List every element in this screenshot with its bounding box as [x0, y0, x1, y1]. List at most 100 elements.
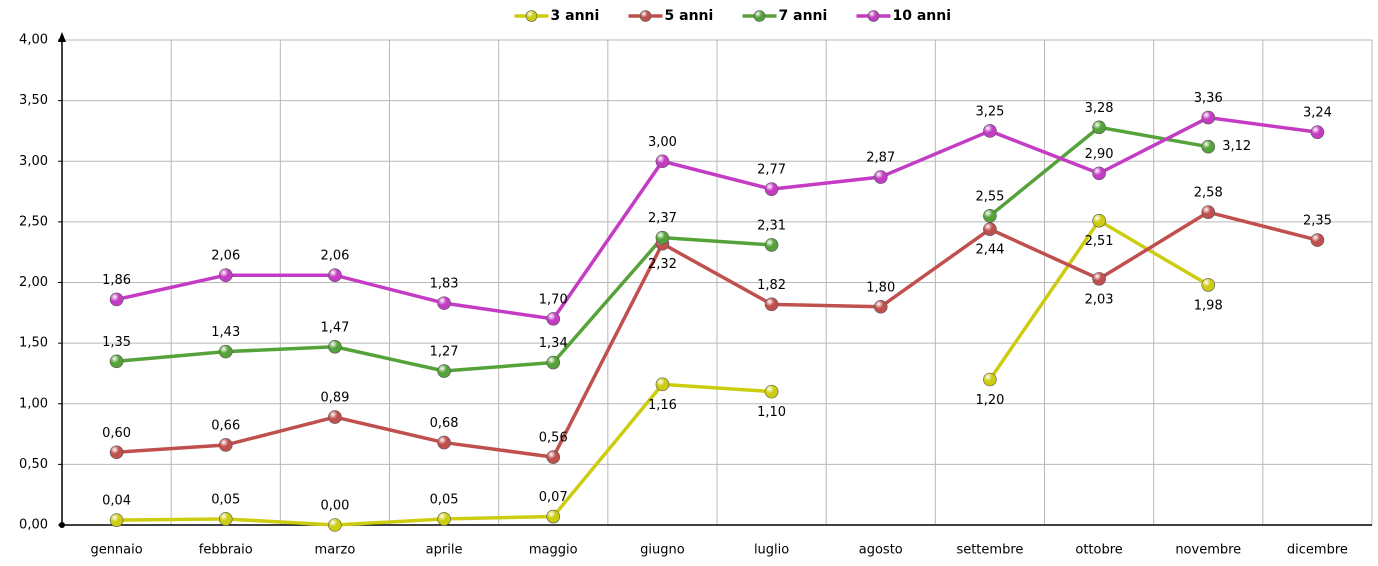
data-point: [546, 355, 561, 370]
data-point: [1092, 120, 1106, 135]
data-point: [764, 297, 779, 312]
data-label: 1,80: [866, 280, 895, 295]
x-tick-label: aprile: [426, 543, 463, 558]
y-tick-label: 3,50: [19, 93, 48, 108]
data-point: [1092, 166, 1106, 181]
x-tick-label: marzo: [315, 543, 356, 558]
data-label: 0,07: [539, 490, 568, 505]
y-tick-label: 2,00: [19, 275, 48, 290]
data-point: [109, 445, 124, 460]
data-label: 1,27: [430, 345, 459, 360]
data-label: 2,06: [320, 249, 349, 264]
x-tick-label: giugno: [640, 543, 685, 558]
data-point: [1310, 233, 1325, 247]
data-point: [983, 372, 997, 387]
data-label: 2,87: [866, 151, 895, 166]
data-label: 1,10: [757, 405, 786, 420]
x-tick-label: gennaio: [90, 543, 142, 558]
data-label: 0,05: [430, 492, 459, 507]
legend-label: 10 anni: [893, 8, 952, 24]
data-point: [328, 518, 342, 532]
data-point: [218, 268, 233, 283]
data-point: [328, 268, 342, 283]
data-point: [218, 344, 233, 359]
y-tick-label: 4,00: [19, 33, 48, 48]
data-label: 1,86: [102, 273, 131, 288]
data-point: [764, 182, 779, 196]
data-label: 2,03: [1085, 292, 1114, 307]
data-label: 1,35: [102, 335, 131, 350]
data-point: [546, 509, 561, 524]
data-point: [109, 354, 124, 369]
data-label: 2,77: [757, 163, 786, 178]
data-label: 1,98: [1194, 298, 1223, 313]
data-label: 3,00: [648, 135, 677, 150]
data-label: 2,32: [648, 257, 677, 272]
data-label: 0,05: [211, 492, 240, 507]
data-label: 1,16: [648, 398, 677, 413]
data-label: 2,06: [211, 249, 240, 264]
series-line: [116, 115, 1318, 321]
data-label: 3,25: [975, 104, 1004, 119]
data-point: [983, 124, 997, 138]
data-point: [764, 238, 779, 252]
data-point: [328, 410, 342, 424]
data-label: 2,37: [648, 211, 677, 226]
legend-label: 3 anni: [551, 8, 600, 24]
data-point: [218, 512, 233, 526]
legend-label: 7 anni: [779, 8, 828, 24]
data-label: 3,28: [1085, 101, 1114, 116]
origin-dot: [59, 522, 65, 528]
x-tick-label: dicembre: [1287, 543, 1348, 558]
data-point: [109, 513, 124, 527]
data-label: 0,56: [539, 431, 568, 446]
legend-label: 5 anni: [665, 8, 714, 24]
data-label: 0,00: [320, 499, 349, 514]
x-tick-label: febbraio: [199, 543, 253, 558]
series-line: [116, 210, 1318, 459]
data-label: 1,34: [539, 336, 568, 351]
data-point: [1092, 213, 1106, 228]
data-label: 0,68: [430, 416, 459, 431]
y-axis-arrow: [58, 32, 66, 42]
data-label: 0,89: [320, 391, 349, 406]
legend-marker: [867, 10, 880, 22]
x-tick-label: ottobre: [1075, 543, 1122, 558]
data-label: 2,58: [1194, 186, 1223, 201]
y-tick-label: 3,00: [19, 154, 48, 169]
data-label: 2,44: [975, 243, 1004, 258]
data-label: 1,82: [757, 278, 786, 293]
data-point: [437, 435, 451, 450]
data-point: [655, 377, 670, 392]
data-point: [1201, 139, 1216, 154]
data-point: [1310, 125, 1325, 139]
data-point: [1092, 272, 1106, 286]
data-label: 0,66: [211, 418, 240, 433]
data-label: 3,24: [1303, 106, 1332, 121]
x-tick-label: novembre: [1175, 543, 1241, 558]
data-point: [1201, 278, 1216, 292]
data-label: 2,51: [1085, 234, 1114, 249]
y-tick-label: 1,50: [19, 336, 48, 351]
data-point: [437, 512, 451, 526]
data-point: [1201, 110, 1216, 125]
legend-marker: [753, 10, 766, 22]
y-tick-label: 1,00: [19, 396, 48, 411]
x-tick-label: settembre: [956, 543, 1023, 558]
data-label: 2,35: [1303, 214, 1332, 229]
data-point: [983, 209, 997, 223]
data-point: [655, 230, 670, 245]
data-label: 2,55: [975, 189, 1004, 204]
data-label: 1,83: [430, 277, 459, 292]
data-point: [655, 154, 670, 169]
data-point: [328, 339, 342, 354]
data-label: 2,31: [757, 218, 786, 233]
data-point: [437, 296, 451, 310]
data-point: [546, 450, 561, 464]
x-tick-label: agosto: [859, 543, 903, 558]
data-label: 3,12: [1222, 139, 1251, 154]
data-point: [437, 364, 451, 378]
data-label: 1,43: [211, 325, 240, 340]
data-point: [873, 170, 888, 184]
